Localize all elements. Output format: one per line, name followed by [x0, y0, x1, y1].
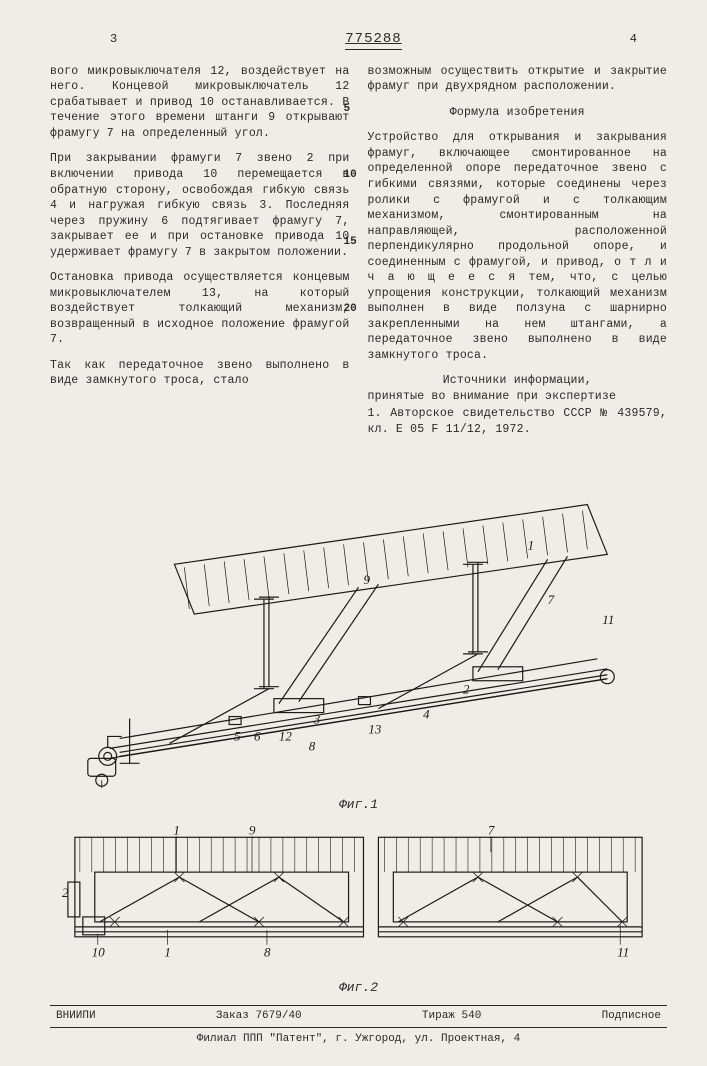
svg-text:1: 1	[173, 822, 179, 837]
svg-text:8: 8	[309, 739, 316, 754]
svg-text:8: 8	[264, 945, 271, 960]
svg-text:7: 7	[548, 592, 555, 607]
text-columns: вого микровыключателя 12, воздействует н…	[50, 64, 667, 447]
line-marker-15: 15	[344, 235, 357, 250]
claims-heading: Формула изобретения	[368, 105, 668, 121]
paragraph: Остановка привода осуществляется концевы…	[50, 270, 350, 348]
footer-org: ВНИИПИ	[56, 1009, 96, 1024]
svg-text:5: 5	[234, 729, 241, 744]
svg-text:11: 11	[617, 945, 629, 960]
paragraph: возможным осуществить открытие и закрыти…	[368, 64, 668, 95]
svg-text:6: 6	[254, 729, 261, 744]
footer-tirage: Тираж 540	[422, 1009, 481, 1024]
figure-1: 1 9 7 11 2 4 3 5 6 12 8 13 10 Фиг.1	[50, 459, 667, 814]
footer-address: Филиал ППП "Патент", г. Ужгород, ул. Про…	[50, 1032, 667, 1047]
svg-text:1: 1	[528, 538, 534, 553]
footer: ВНИИПИ Заказ 7679/40 Тираж 540 Подписное…	[50, 1005, 667, 1047]
page-header: 3 775288 4	[50, 30, 667, 50]
line-marker-20: 20	[344, 302, 357, 317]
figure-2-svg: 1 9 7 2 10 1 8 11	[50, 822, 667, 972]
svg-text:10: 10	[92, 945, 105, 960]
line-marker-5: 5	[344, 102, 351, 117]
svg-text:13: 13	[368, 722, 381, 737]
line-marker-10: 10	[344, 168, 357, 183]
figure-1-svg: 1 9 7 11 2 4 3 5 6 12 8 13 10	[50, 459, 667, 789]
sources-heading: Источники информации,	[368, 373, 668, 389]
svg-text:9: 9	[363, 572, 370, 587]
svg-text:3: 3	[313, 712, 321, 727]
svg-text:2: 2	[62, 885, 69, 900]
svg-text:9: 9	[249, 822, 256, 837]
figure-1-label: Фиг.1	[50, 796, 667, 814]
paragraph: При закрывании фрамуги 7 звено 2 при вкл…	[50, 151, 350, 260]
footer-imprint-line: ВНИИПИ Заказ 7679/40 Тираж 540 Подписное	[50, 1005, 667, 1028]
figures-block: 1 9 7 11 2 4 3 5 6 12 8 13 10 Фиг.1	[50, 459, 667, 996]
patent-page: 3 775288 4 5 10 15 20 вого микровыключат…	[0, 0, 707, 1066]
svg-text:12: 12	[279, 729, 292, 744]
svg-text:2: 2	[463, 682, 470, 697]
paragraph: вого микровыключателя 12, воздействует н…	[50, 64, 350, 142]
column-right: возможным осуществить открытие и закрыти…	[368, 64, 668, 447]
svg-text:4: 4	[423, 707, 430, 722]
paragraph: Так как передаточное звено выполнено в в…	[50, 358, 350, 389]
page-number-left: 3	[110, 31, 117, 47]
svg-text:11: 11	[602, 612, 614, 627]
svg-text:7: 7	[488, 822, 495, 837]
figure-2: 1 9 7 2 10 1 8 11 Фи	[50, 822, 667, 997]
sources-line: принятые во внимание при экспертизе	[368, 389, 668, 405]
patent-number: 775288	[345, 30, 401, 50]
claim-text: Устройство для открывания и закрывания ф…	[368, 130, 668, 363]
figure-2-label: Фиг.2	[50, 979, 667, 997]
svg-text:1: 1	[164, 945, 170, 960]
footer-order: Заказ 7679/40	[216, 1009, 302, 1024]
footer-sub: Подписное	[602, 1009, 661, 1024]
page-number-right: 4	[630, 31, 637, 47]
column-left: вого микровыключателя 12, воздействует н…	[50, 64, 350, 447]
reference: 1. Авторское свидетельство СССР № 439579…	[368, 406, 668, 437]
